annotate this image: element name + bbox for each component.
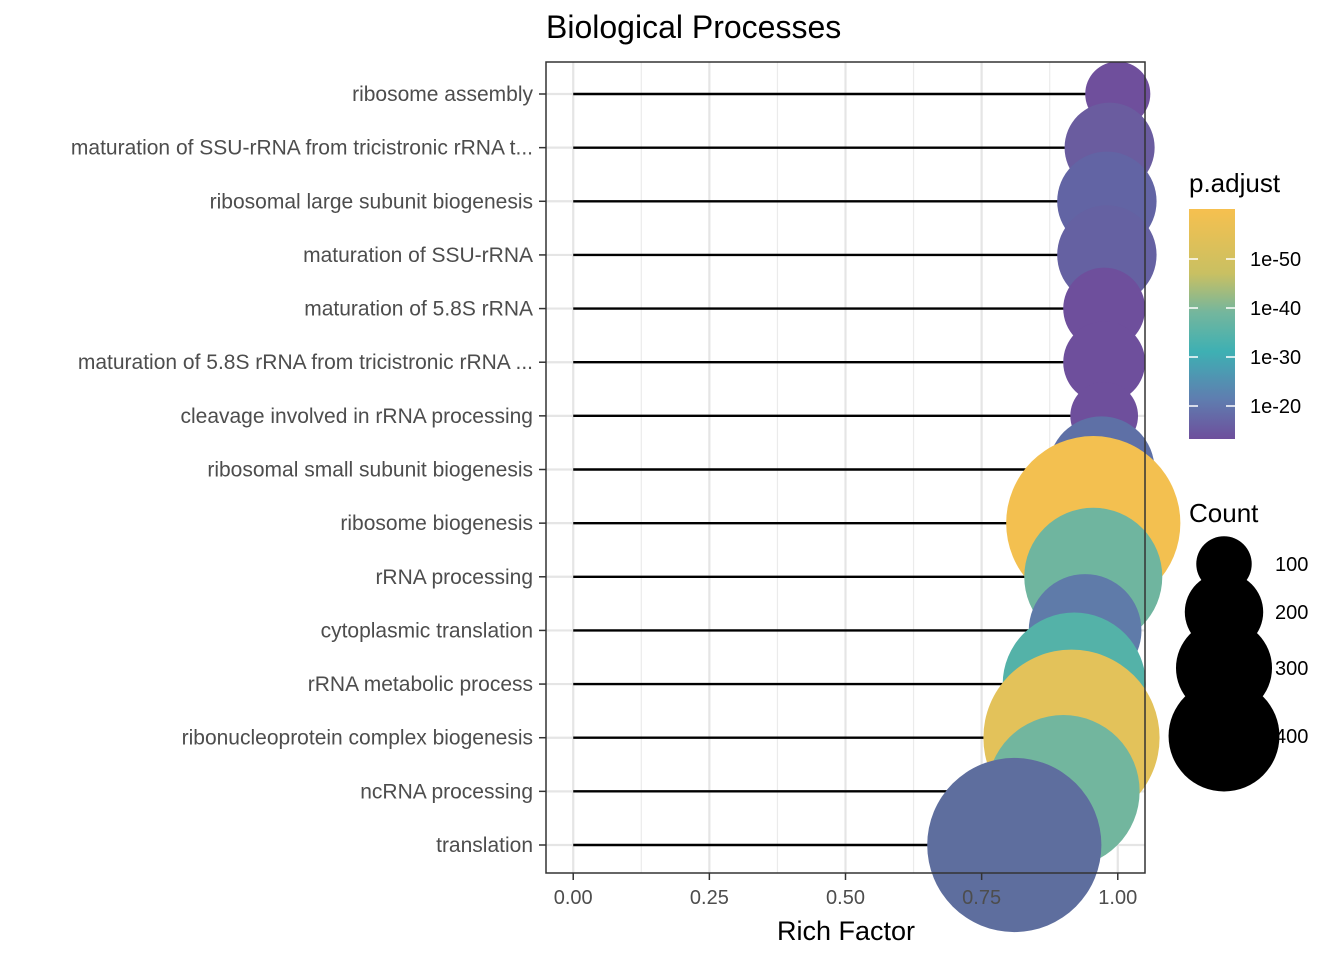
- size-legend: Count 100 200 300 400: [1168, 498, 1308, 792]
- y-tick-label: cleavage involved in rRNA processing: [180, 405, 533, 428]
- size-legend-label: 100: [1275, 554, 1308, 576]
- y-tick-label: ribosome assembly: [352, 83, 533, 106]
- color-legend-bar: [1189, 209, 1235, 439]
- y-tick-label: ribosomal large subunit biogenesis: [210, 190, 533, 213]
- size-legend-label: 400: [1275, 726, 1308, 748]
- y-tick-label: maturation of 5.8S rRNA from tricistroni…: [78, 351, 533, 374]
- y-tick-label: ribosome biogenesis: [340, 512, 533, 535]
- color-legend-label: 1e-40: [1250, 298, 1301, 320]
- color-legend-label: 1e-50: [1250, 249, 1301, 271]
- size-legend-dot: [1168, 680, 1280, 792]
- y-tick-label: translation: [436, 834, 533, 857]
- color-legend-label: 1e-30: [1250, 347, 1301, 369]
- y-tick-label: ncRNA processing: [360, 780, 533, 803]
- size-legend-label: 300: [1275, 658, 1308, 680]
- y-tick-label: maturation of SSU-rRNA from tricistronic…: [71, 137, 533, 160]
- x-tick-label: 0.75: [962, 887, 1001, 909]
- size-legend-title: Count: [1189, 498, 1259, 528]
- x-tick-label: 1.00: [1098, 887, 1137, 909]
- size-legend-items: 100 200 300 400: [1168, 536, 1308, 792]
- y-tick-label: rRNA processing: [375, 566, 533, 589]
- size-legend-label: 200: [1275, 602, 1308, 624]
- color-legend-title: p.adjust: [1189, 168, 1281, 198]
- y-tick-label: maturation of SSU-rRNA: [303, 244, 533, 267]
- x-tick-label: 0.25: [690, 887, 729, 909]
- color-legend: p.adjust 1e-50 1e-40 1e-30 1e-20: [1189, 168, 1301, 439]
- lollipop-point: [1063, 321, 1146, 404]
- color-legend-ticks: 1e-50 1e-40 1e-30 1e-20: [1189, 249, 1301, 418]
- lollipop-point: [927, 757, 1102, 933]
- x-axis-title: Rich Factor: [777, 916, 915, 946]
- x-axis-ticks: 0.00 0.25 0.50 0.75 1.00: [554, 873, 1137, 909]
- plot-panel: [545, 61, 1181, 933]
- chart-title: Biological Processes: [546, 9, 841, 45]
- y-tick-label: cytoplasmic translation: [321, 619, 533, 642]
- y-tick-label: maturation of 5.8S rRNA: [304, 298, 533, 321]
- y-tick-label: ribonucleoprotein complex biogenesis: [182, 727, 533, 750]
- x-tick-label: 0.00: [554, 887, 593, 909]
- y-tick-label: rRNA metabolic process: [308, 673, 533, 696]
- y-axis-labels: ribosome assembly maturation of SSU-rRNA …: [71, 83, 546, 857]
- color-legend-label: 1e-20: [1250, 396, 1301, 418]
- x-tick-label: 0.50: [826, 887, 865, 909]
- y-tick-label: ribosomal small subunit biogenesis: [207, 459, 533, 482]
